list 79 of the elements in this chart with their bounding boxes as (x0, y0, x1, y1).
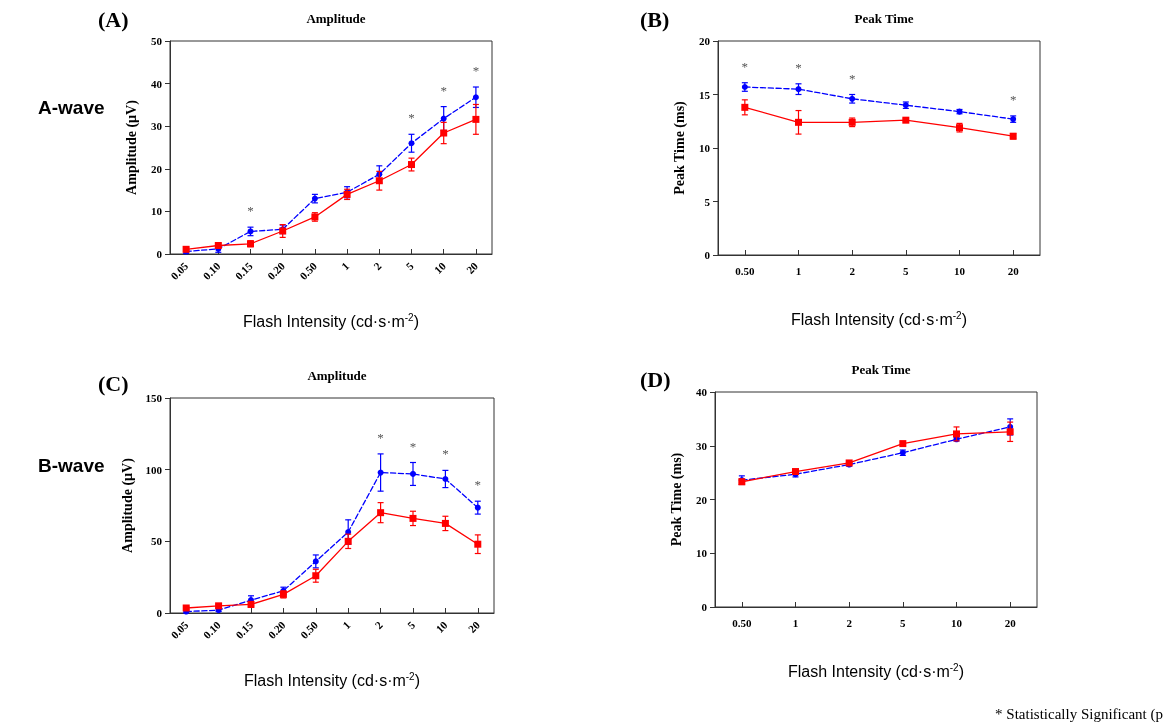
x-tick-label: 10 (433, 618, 450, 636)
x-tick-label: 0.15 (232, 259, 256, 282)
y-tick-label: 40 (151, 77, 163, 90)
x-tick-label: 1 (792, 616, 799, 629)
text: A-wave (38, 96, 105, 118)
y-tick-label: 10 (151, 205, 163, 218)
y-tick-label: 0 (156, 607, 163, 619)
y-tick-label: 20 (699, 35, 711, 47)
x-tick-label: 10 (431, 259, 449, 277)
x-tick-label: 2 (371, 259, 384, 273)
text: B-wave (38, 454, 105, 476)
y-axis-title: Amplitude (µV) (123, 99, 140, 195)
x-tick-label: 10 (954, 264, 966, 277)
data-label: * (440, 82, 447, 98)
x-tick-label: 2 (849, 264, 856, 277)
chart-title: Amplitude (306, 11, 366, 26)
y-tick-label: 0 (156, 248, 163, 260)
y-axis-title: Amplitude (µV) (120, 457, 137, 553)
x-tick-label: 0.15 (233, 618, 256, 641)
x-tick-label: 2 (846, 616, 853, 629)
text: (D) (640, 366, 671, 392)
chart-title: Peak Time (851, 362, 911, 377)
x-tick-label: 2 (372, 618, 386, 632)
x-tick-label: 0.10 (200, 618, 224, 641)
x-tick-label: 5 (403, 259, 417, 273)
x-tick-label: 20 (1004, 616, 1017, 629)
text: (B) (640, 6, 670, 32)
x-tick-label: 1 (340, 618, 353, 632)
y-tick-label: 0 (701, 601, 708, 613)
x-tick-label: 0.05 (168, 618, 191, 641)
data-label: * (1009, 91, 1017, 107)
text: (A) (98, 6, 129, 32)
y-tick-label: 30 (696, 439, 708, 452)
chart-title: Peak Time (854, 11, 914, 26)
y-tick-label: 20 (696, 493, 708, 506)
data-label: * (474, 477, 482, 493)
y-tick-label: 15 (699, 88, 711, 101)
data-label: * (408, 110, 415, 126)
x-tick-label: 20 (463, 259, 481, 277)
data-label: * (741, 58, 749, 74)
y-tick-label: 0 (704, 249, 711, 261)
x-tick-label: 0.50 (735, 264, 755, 277)
y-tick-label: 150 (145, 392, 163, 404)
x-tick-label: 0.50 (732, 616, 752, 629)
x-tick-label: 20 (1007, 264, 1020, 277)
chart-title: Amplitude (307, 368, 367, 383)
y-tick-label: 100 (145, 463, 163, 476)
x-tick-label: 20 (465, 618, 483, 636)
y-tick-label: 10 (696, 547, 708, 560)
y-axis-title: Peak Time (ms) (671, 100, 688, 195)
x-tick-label: 0.50 (297, 618, 321, 641)
x-tick-label: 0.20 (264, 259, 288, 282)
y-tick-label: 20 (151, 162, 163, 175)
x-tick-label: 0.20 (265, 618, 288, 641)
y-tick-label: 40 (696, 386, 708, 398)
text: * Statistically Significant (p (995, 705, 1163, 723)
data-label: * (472, 63, 480, 79)
data-label: * (442, 446, 449, 462)
y-axis-title: Peak Time (ms) (668, 452, 685, 547)
data-label: * (795, 59, 802, 75)
x-tick-label: 1 (338, 259, 352, 273)
data-label: * (409, 438, 417, 454)
y-tick-label: 5 (704, 195, 711, 208)
x-tick-label: 0.05 (168, 259, 191, 282)
y-tick-label: 10 (699, 142, 711, 154)
data-label: * (247, 203, 254, 219)
data-label: * (848, 70, 856, 86)
x-tick-label: 0.10 (200, 259, 223, 282)
y-tick-label: 50 (151, 535, 163, 548)
x-tick-label: 5 (404, 618, 418, 632)
data-label: * (377, 429, 384, 445)
y-tick-label: 50 (151, 35, 163, 47)
x-tick-label: 1 (795, 264, 802, 277)
x-tick-label: 0.50 (297, 259, 320, 282)
text: (C) (98, 370, 129, 396)
x-tick-label: 5 (900, 616, 907, 629)
x-tick-label: 5 (903, 264, 910, 277)
y-tick-label: 30 (151, 120, 163, 133)
x-tick-label: 10 (951, 616, 963, 629)
